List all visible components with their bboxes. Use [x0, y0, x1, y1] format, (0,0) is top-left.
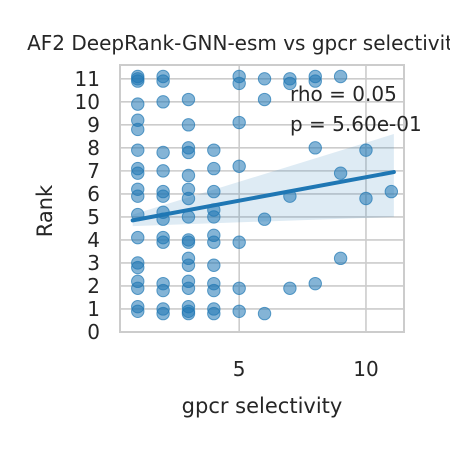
- data-point-73: [207, 283, 221, 298]
- data-point-22: [156, 145, 170, 160]
- data-point-43: [359, 191, 373, 206]
- y-axis-label: Rank: [33, 184, 57, 237]
- confidence-band: [132, 134, 394, 227]
- data-point-38: [156, 189, 170, 203]
- data-point-13: [131, 97, 145, 111]
- data-point-52: [131, 230, 145, 245]
- data-point-87: [257, 306, 272, 321]
- y-tick-label-3: 3: [87, 251, 100, 275]
- rho-annotation: rho = 0.05: [290, 82, 397, 106]
- chart-title: AF2 DeepRank-GNN-esm vs gpcr selectivity: [27, 31, 450, 55]
- data-point-51: [257, 212, 272, 226]
- data-point-61: [131, 260, 145, 275]
- y-tick-label-7: 7: [87, 159, 100, 183]
- y-tick-label-10: 10: [75, 90, 100, 114]
- data-points: [131, 69, 399, 321]
- data-point-85: [207, 306, 221, 321]
- regression-line: [130, 170, 396, 223]
- x-tick-label-0: 5: [233, 357, 246, 381]
- y-tick-label-9: 9: [87, 113, 100, 137]
- data-point-6: [232, 76, 246, 91]
- data-point-30: [156, 164, 170, 178]
- data-point-41: [207, 184, 221, 199]
- data-point-18: [131, 122, 145, 137]
- data-point-25: [207, 143, 221, 157]
- data-point-12: [333, 69, 348, 84]
- data-point-59: [232, 235, 246, 249]
- data-point-15: [181, 92, 196, 107]
- data-point-32: [207, 161, 221, 176]
- plot-frame: [119, 64, 405, 333]
- x-axis-label: gpcr selectivity: [182, 394, 343, 418]
- y-tick-label-0: 0: [87, 320, 100, 344]
- data-point-75: [283, 281, 297, 295]
- y-tick-label-4: 4: [87, 228, 100, 252]
- y-tick-label-6: 6: [87, 182, 100, 206]
- x-tick-labels: 5 10: [233, 357, 379, 381]
- data-point-76: [308, 276, 322, 291]
- y-tick-label-5: 5: [87, 205, 100, 229]
- data-point-26: [308, 141, 322, 155]
- data-point-54: [156, 230, 170, 245]
- data-point-74: [232, 281, 246, 295]
- data-point-58: [207, 235, 221, 249]
- data-point-11: [308, 74, 322, 88]
- data-point-36: [131, 189, 145, 203]
- data-point-67: [131, 281, 145, 295]
- data-point-19: [181, 118, 196, 132]
- data-point-7: [257, 72, 272, 86]
- data-point-63: [181, 258, 196, 272]
- data-point-2: [131, 72, 145, 86]
- data-point-65: [333, 251, 348, 266]
- y-tick-label-1: 1: [87, 297, 100, 321]
- data-point-71: [181, 281, 196, 295]
- y-tick-label-11: 11: [75, 67, 100, 91]
- data-point-9: [283, 72, 297, 86]
- data-point-80: [156, 306, 170, 321]
- p-value-annotation: p = 5.60e-01: [290, 112, 422, 136]
- data-point-34: [333, 166, 348, 180]
- confidence-band-area: [132, 134, 394, 227]
- data-point-20: [232, 115, 246, 130]
- data-point-14: [156, 95, 170, 109]
- data-point-83: [181, 306, 196, 321]
- data-point-64: [207, 258, 221, 272]
- data-point-86: [232, 304, 246, 318]
- y-tick-label-2: 2: [87, 274, 100, 298]
- data-point-29: [131, 166, 145, 180]
- data-point-56: [181, 235, 196, 249]
- data-point-21: [131, 143, 145, 157]
- y-tick-label-8: 8: [87, 136, 100, 160]
- data-point-69: [156, 283, 170, 298]
- data-point-50: [207, 210, 221, 224]
- data-point-27: [359, 143, 373, 157]
- data-point-16: [257, 92, 272, 107]
- regression-line-group: [130, 170, 396, 223]
- data-point-24: [181, 145, 196, 160]
- data-point-31: [181, 168, 196, 183]
- data-point-33: [232, 159, 246, 173]
- data-point-78: [131, 304, 145, 318]
- data-point-44: [384, 184, 399, 199]
- data-point-40: [181, 191, 196, 206]
- x-tick-label-1: 10: [353, 357, 378, 381]
- data-point-4: [156, 74, 170, 88]
